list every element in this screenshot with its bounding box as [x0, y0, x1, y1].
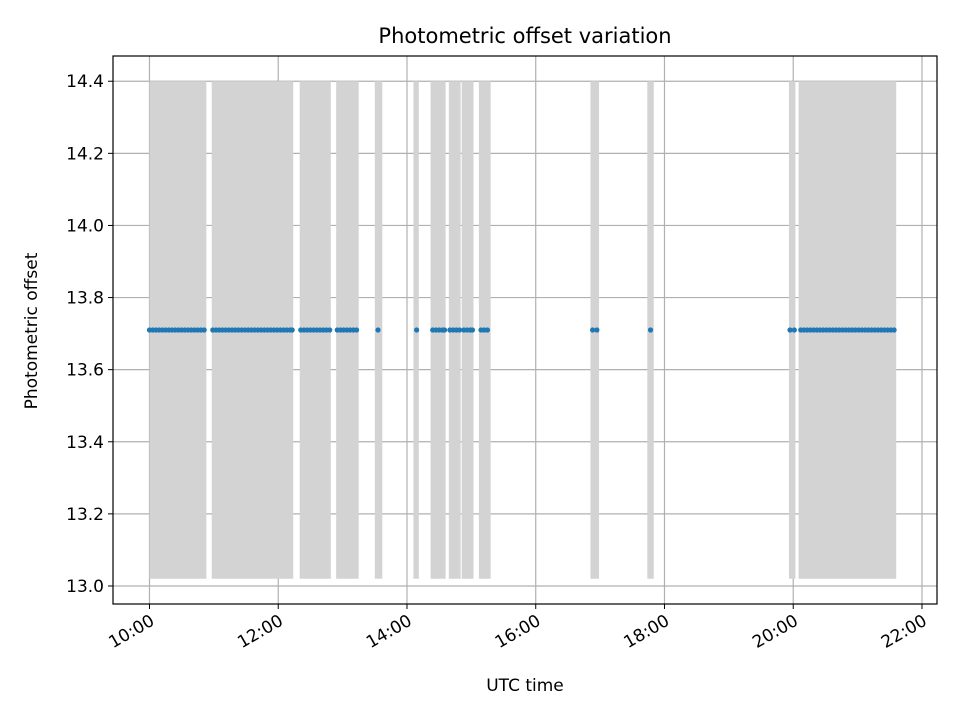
y-tick-label: 13.2 — [66, 505, 104, 525]
data-point — [589, 327, 596, 333]
x-tick-label: 20:00 — [749, 611, 801, 653]
data-point — [484, 327, 491, 333]
chart-title: Photometric offset variation — [378, 24, 671, 48]
x-axis-label: UTC time — [486, 676, 564, 696]
data-point — [787, 327, 793, 333]
data-point — [353, 327, 360, 333]
y-tick-label: 14.4 — [66, 72, 104, 92]
x-tick-label: 12:00 — [234, 611, 286, 653]
x-tick-label: 18:00 — [621, 611, 673, 653]
y-tick-label: 14.2 — [66, 144, 104, 164]
y-tick-label: 13.0 — [66, 577, 104, 597]
x-tick-label: 16:00 — [492, 611, 544, 653]
data-point — [414, 327, 420, 333]
data-point — [289, 327, 295, 333]
y-tick-label: 13.6 — [66, 361, 104, 381]
data-point — [891, 327, 897, 333]
data-point — [375, 327, 381, 333]
data-point — [594, 327, 600, 333]
y-tick-label: 14.0 — [66, 216, 104, 236]
y-axis-label: Photometric offset — [22, 252, 42, 409]
x-tick-label: 10:00 — [106, 611, 158, 653]
data-points — [146, 327, 897, 333]
data-point — [791, 327, 797, 333]
y-axis-ticks: 13.0 13.2 13.4 13.6 13.8 14.0 14.2 14.4 — [66, 72, 113, 597]
data-point — [327, 327, 333, 333]
data-point — [441, 327, 448, 333]
y-tick-label: 13.8 — [66, 289, 104, 309]
x-tick-label: 14:00 — [363, 611, 415, 653]
data-point — [456, 327, 463, 333]
data-point — [469, 327, 476, 333]
data-point — [647, 327, 654, 333]
y-tick-label: 13.4 — [66, 433, 104, 453]
plot-frame — [112, 55, 938, 605]
x-tick-label: 22:00 — [878, 611, 930, 653]
x-axis-ticks: 10:00 12:00 14:00 16:00 18:00 20:00 22:00 — [106, 604, 930, 653]
data-point — [201, 327, 207, 333]
